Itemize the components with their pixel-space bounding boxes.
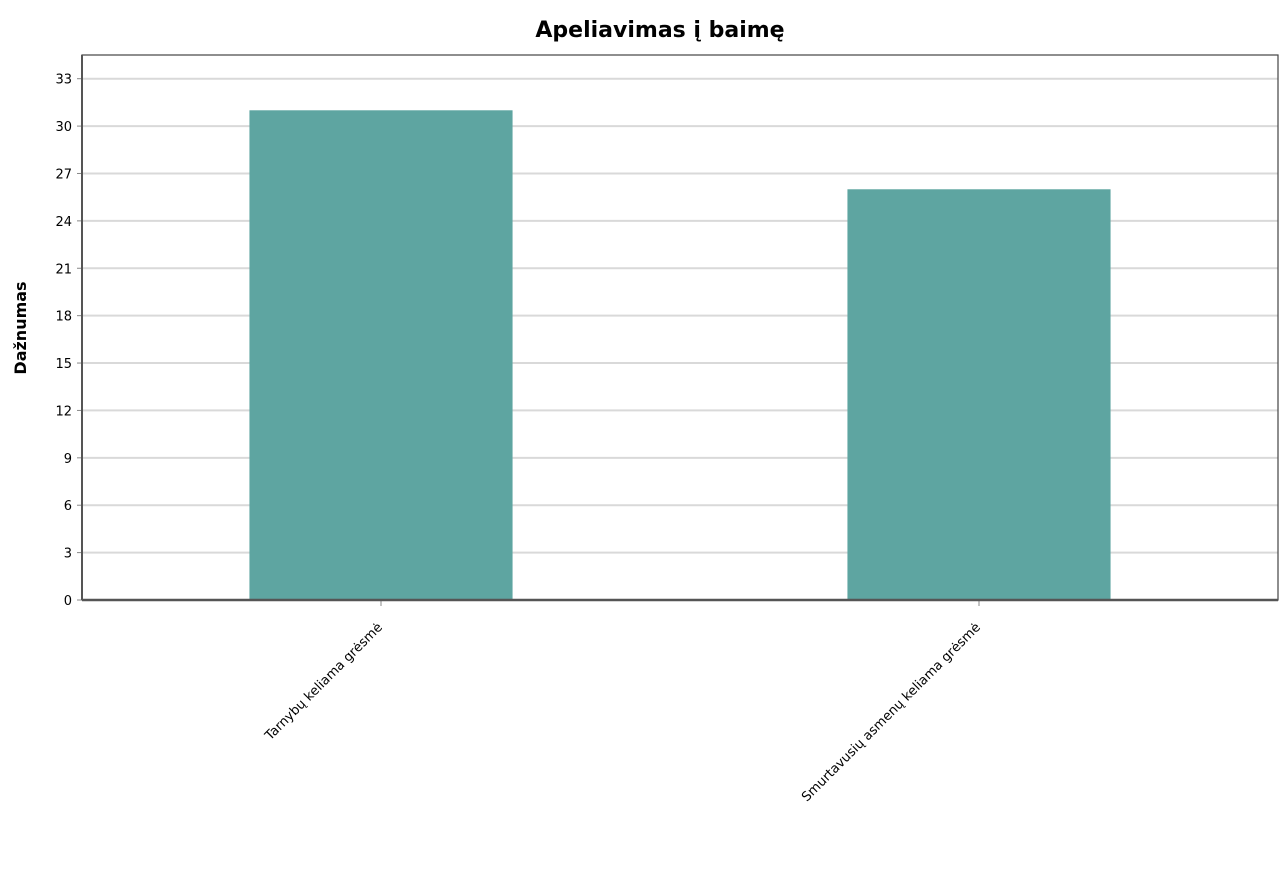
y-tick-label: 33 [55,73,72,88]
y-tick-label: 0 [64,594,72,609]
y-axis-label: Dažnumas [11,281,30,374]
y-tick-label: 3 [64,547,72,562]
y-tick-label: 12 [55,404,72,419]
bar [249,110,513,600]
y-tick-label: 18 [55,310,72,325]
y-tick-label: 24 [55,215,72,230]
bars [249,110,1111,600]
bar [847,189,1111,600]
chart-title: Apeliavimas į baimę [535,18,784,43]
x-tick-labels: Tarnybų keliama grėsmė Smurtavusių asmenų… [262,620,984,805]
y-tick-label: 15 [55,357,72,372]
y-tick-label: 9 [64,452,72,467]
y-tick-label: 30 [55,120,72,135]
x-tick-label: Tarnybų keliama grėsmė [262,620,386,744]
y-tick-label: 6 [64,499,72,514]
y-tick-labels: 0 3 6 9 12 15 18 21 24 27 30 33 [55,73,72,609]
y-tick-label: 21 [55,262,72,277]
axes [77,54,1279,606]
x-tick-label: Smurtavusių asmenų keliama grėsmė [799,620,984,805]
y-tick-label: 27 [55,167,72,182]
